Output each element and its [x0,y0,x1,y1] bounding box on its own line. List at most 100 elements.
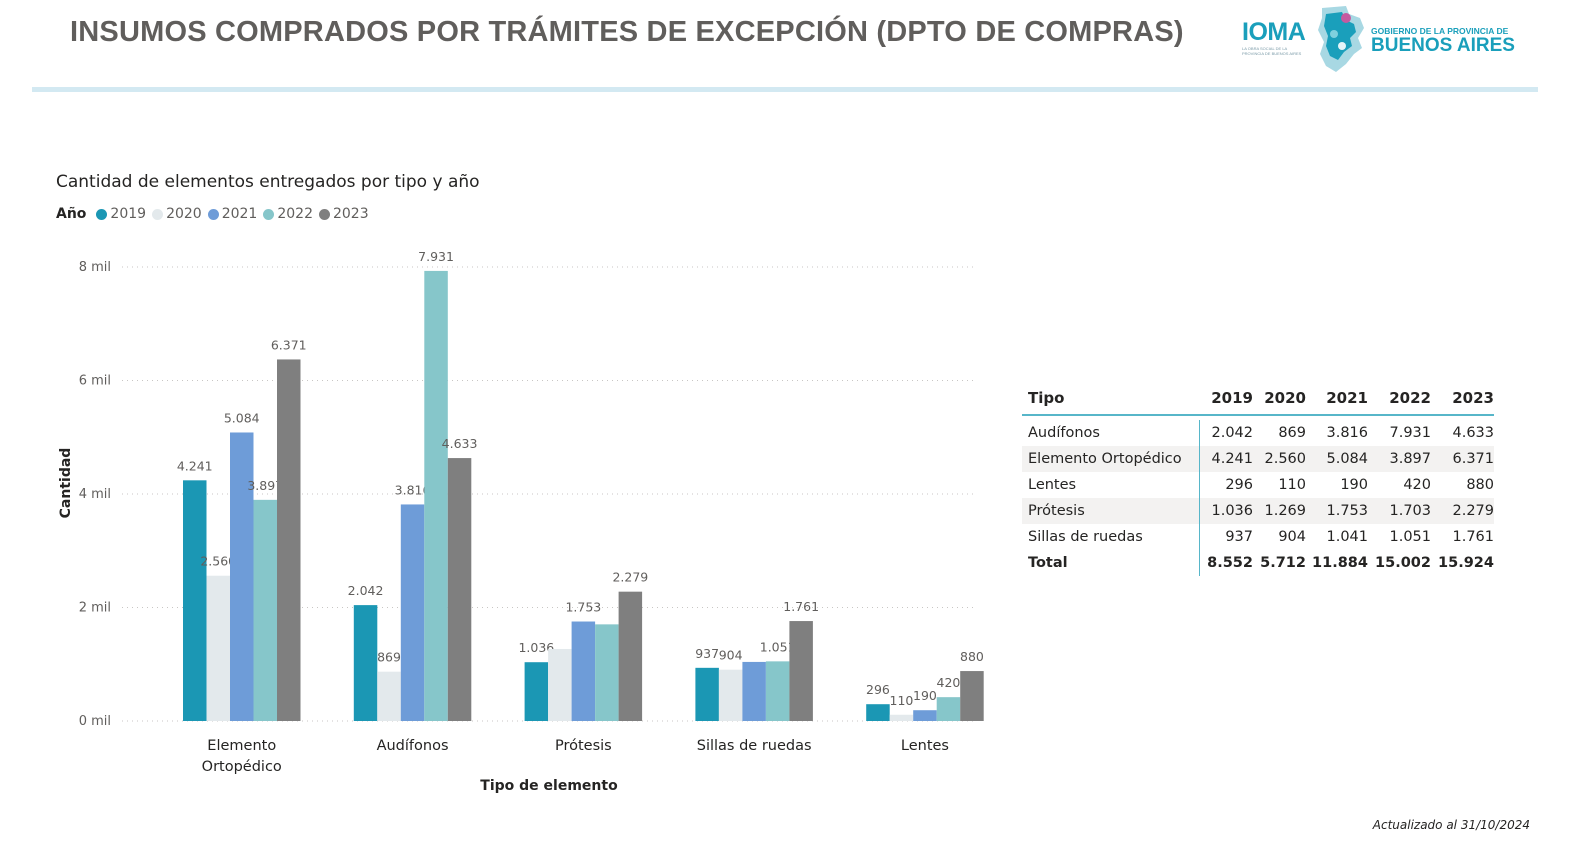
header-logos: IOMA LA OBRA SOCIAL DE LA PROVINCIA DE B… [1238,4,1515,74]
data-label: 1.761 [783,599,819,614]
bar[interactable] [889,714,914,721]
bar[interactable] [524,662,549,721]
table-cell: 904 [1278,529,1306,545]
table-cell: 880 [1466,477,1494,493]
table-cell: 869 [1278,425,1306,441]
x-tick-label: Lentes [901,738,949,754]
bar[interactable] [866,704,890,721]
legend-item-2021[interactable]: 2021 [207,206,258,222]
table-cell: 1.761 [1452,529,1494,545]
bar[interactable] [548,648,572,721]
bar[interactable] [377,671,401,721]
matrix-header-tipo[interactable]: Tipo [1028,388,1065,407]
row-label: Lentes [1028,477,1077,493]
matrix-header-col[interactable]: 2020 [1264,388,1306,407]
table-cell: 937 [1225,529,1253,545]
bar[interactable] [718,669,743,721]
matrix-header-col[interactable]: 2019 [1211,388,1253,407]
matrix-header-col[interactable]: 2023 [1452,388,1494,407]
x-tick-label: Elemento [207,738,276,754]
legend-label: 2022 [277,206,313,222]
table-row: Sillas de ruedas 937 904 1.041 1.051 1.7… [1022,524,1494,550]
matrix-header-col[interactable]: 2022 [1389,388,1431,407]
x-tick-label: Audífonos [377,738,449,754]
legend-label: 2021 [221,206,258,222]
bar[interactable] [765,661,790,721]
legend-item-2019[interactable]: 2019 [96,206,146,222]
legend-item-2023[interactable]: 2023 [318,206,369,222]
y-tick-label: 2 mil [79,601,111,616]
bar[interactable] [400,504,425,721]
table-cell: 2.279 [1452,503,1494,519]
y-tick-label: 8 mil [79,260,111,275]
legend-dot-icon [152,208,164,220]
data-label: 2.279 [612,570,648,585]
x-tick-label: Prótesis [555,738,612,754]
legend-dot-icon [207,208,219,220]
data-matrix: Tipo 2019 2020 2021 2022 2023 Audífonos … [1022,381,1494,576]
bar[interactable] [230,432,254,721]
data-label: 3.897 [247,478,283,493]
data-label: 110 [890,693,914,708]
x-axis-title: Tipo de elemento [480,778,618,794]
row-label: Sillas de ruedas [1028,529,1143,545]
bar[interactable] [206,575,231,721]
legend-dot-icon [318,208,330,220]
header-divider [32,87,1538,92]
bar[interactable] [742,661,766,721]
data-label: 6.371 [271,337,307,352]
table-cell: 110 [1278,477,1306,493]
gov-logo-text: GOBIERNO DE LA PROVINCIA DE BUENOS AIRES [1371,26,1515,55]
bar[interactable] [447,458,472,721]
bar[interactable] [183,480,207,721]
row-label: Elemento Ortopédico [1028,451,1182,467]
table-cell: 420 [1403,477,1431,493]
bar[interactable] [353,605,378,721]
bar[interactable] [960,671,984,721]
data-label: 869 [377,650,401,665]
data-label: 904 [719,648,743,663]
data-label: 7.931 [418,249,454,264]
legend-label: 2020 [166,206,202,222]
data-label: 1.753 [565,600,601,615]
chart-title: Cantidad de elementos entregados por tip… [56,172,480,192]
bar[interactable] [253,499,278,721]
bar[interactable] [789,621,813,721]
table-cell: 7.931 [1389,425,1431,441]
table-cell: 296 [1225,477,1253,493]
table-cell: 2.560 [1264,451,1306,467]
legend-label: 2019 [110,206,147,222]
data-label: 880 [960,649,984,664]
data-label: 420 [937,675,961,690]
legend-dot-icon [263,208,275,220]
table-row: Elemento Ortopédico 4.241 2.560 5.084 3.… [1022,446,1494,472]
legend-item-2020[interactable]: 2020 [152,206,202,222]
bar[interactable] [571,621,596,721]
bar[interactable] [595,624,619,721]
bar[interactable] [618,591,643,721]
table-cell: 6.371 [1452,451,1494,467]
bar-chart: 0 mil 2 mil 4 mil 6 mil 8 mil Cantidad 4.241 2.… [58,249,984,794]
table-cell: 2.042 [1211,425,1253,441]
table-cell: 1.036 [1211,503,1253,519]
table-cell: 190 [1340,477,1368,493]
data-label: 3.816 [395,482,431,497]
data-label: 937 [695,646,719,661]
row-label: Audífonos [1028,425,1100,441]
legend-item-2022[interactable]: 2022 [263,206,313,222]
table-cell: 11.884 [1312,555,1368,571]
y-tick-label: 4 mil [79,487,111,502]
bar[interactable] [277,359,301,721]
matrix-header: Tipo 2019 2020 2021 2022 2023 [1022,381,1494,416]
matrix-header-col[interactable]: 2021 [1326,388,1368,407]
bar[interactable] [913,710,937,721]
x-tick-label: Ortopédico [202,759,282,775]
legend-label: 2023 [332,206,369,222]
y-axis-title: Cantidad [58,448,74,519]
bar[interactable] [936,697,961,721]
table-cell: 1.753 [1326,503,1368,519]
bar[interactable] [695,667,719,721]
data-label: 190 [913,688,937,703]
bar[interactable] [424,270,448,721]
table-row: Lentes 296 110 190 420 880 [1022,472,1494,498]
